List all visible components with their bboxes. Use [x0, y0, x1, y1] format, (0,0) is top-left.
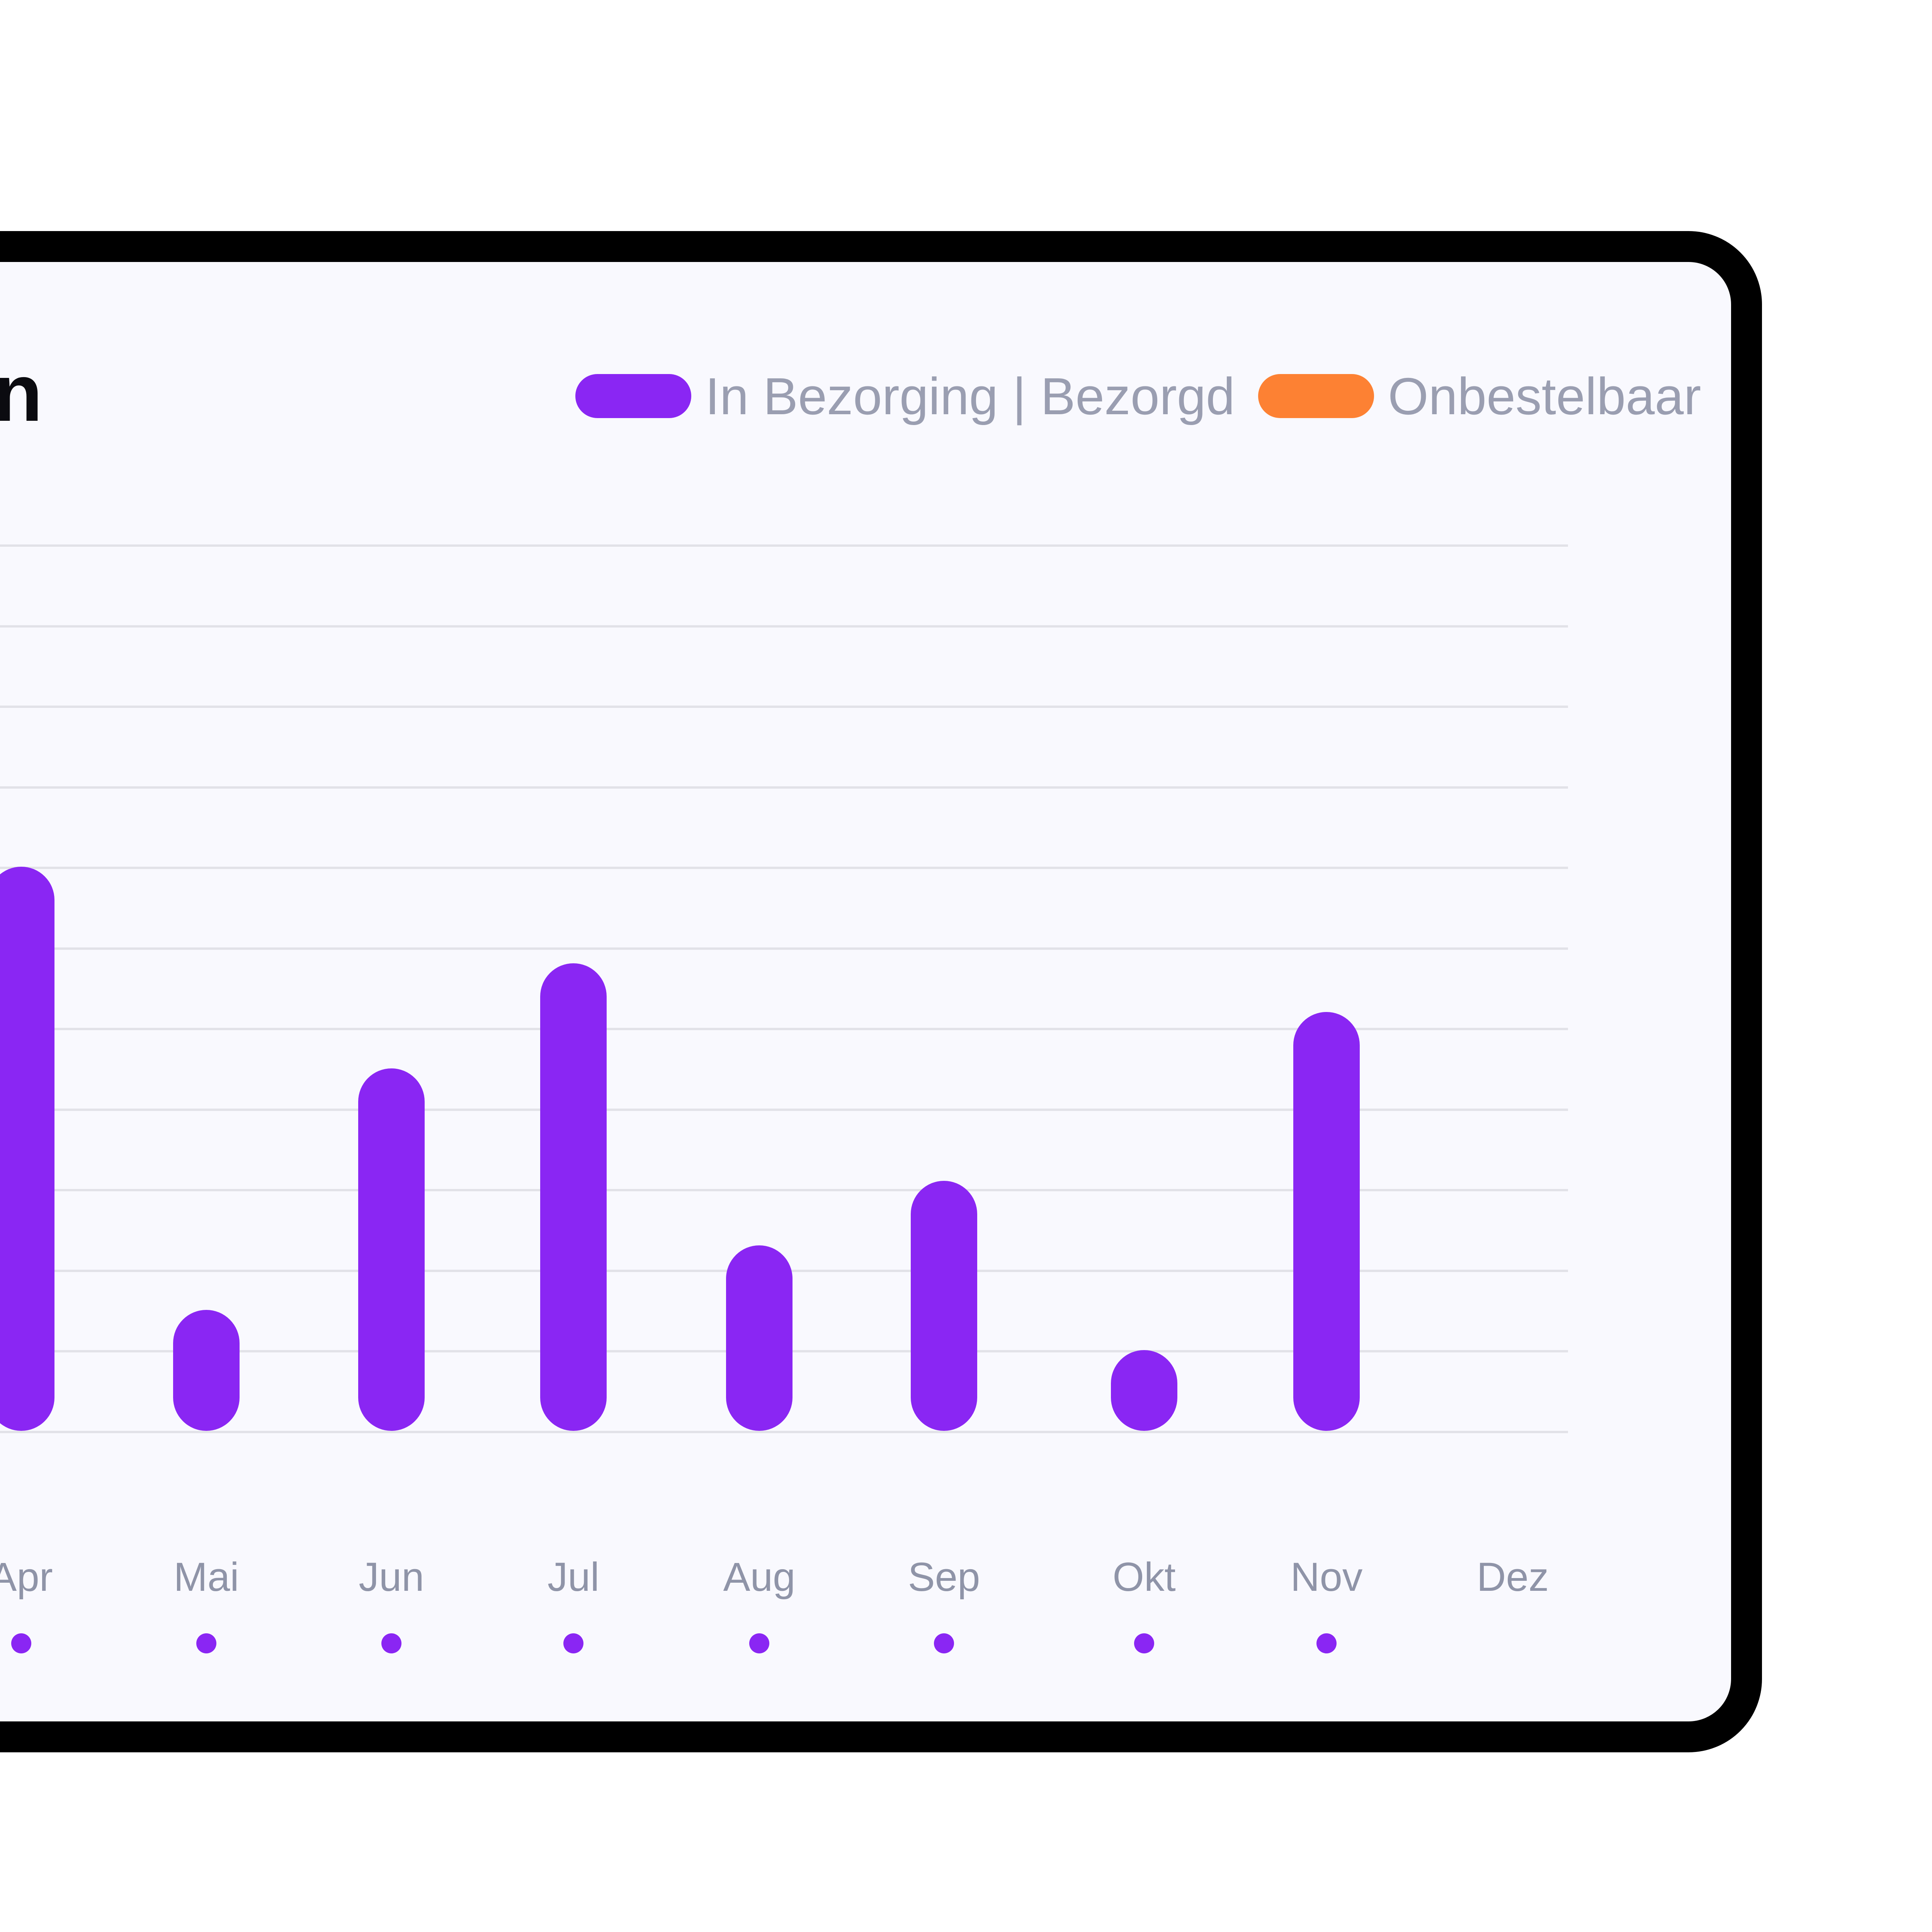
bar-jun[interactable] — [358, 1068, 425, 1431]
gridline — [0, 947, 1568, 950]
gridline — [0, 625, 1568, 628]
x-label-aug: Aug — [723, 1554, 796, 1600]
bar-jul[interactable] — [540, 963, 607, 1431]
bar-okt[interactable] — [1111, 1350, 1177, 1431]
x-label-nov: Nov — [1290, 1554, 1363, 1600]
gridline — [0, 1189, 1568, 1192]
gridline — [0, 544, 1568, 547]
marker-dot-nov — [1316, 1633, 1337, 1653]
x-label-dez: Dez — [1476, 1554, 1549, 1600]
legend: In Bezorging | Bezorgd Onbestelbaar — [575, 367, 1701, 425]
gridline — [0, 1431, 1568, 1433]
bar-mai[interactable] — [173, 1310, 240, 1431]
gridline — [0, 786, 1568, 789]
x-label-jun: Jun — [359, 1554, 424, 1600]
marker-dot-apr — [11, 1633, 31, 1653]
bar-chart: Apr Mai Jun Jul Aug Sep Okt Nov Dez — [0, 231, 1762, 1752]
marker-dot-sep — [934, 1633, 954, 1653]
marker-dot-jul — [563, 1633, 583, 1653]
x-label-jul: Jul — [547, 1554, 600, 1600]
legend-item-onbestelbaar[interactable]: Onbestelbaar — [1258, 366, 1701, 426]
bar-apr[interactable] — [0, 867, 54, 1431]
legend-label-in-bezorging-bezorgd: In Bezorging | Bezorgd — [705, 367, 1235, 425]
marker-dot-aug — [749, 1633, 769, 1653]
chart-card — [0, 231, 1762, 1752]
bar-nov[interactable] — [1293, 1012, 1360, 1431]
x-label-sep: Sep — [908, 1554, 980, 1600]
marker-dot-okt — [1134, 1633, 1154, 1653]
x-label-apr: Apr — [0, 1554, 53, 1600]
x-label-mai: Mai — [173, 1554, 239, 1600]
gridline — [0, 706, 1568, 708]
bar-aug[interactable] — [726, 1245, 793, 1431]
legend-item-in-bezorging-bezorgd[interactable]: In Bezorging | Bezorgd — [575, 366, 1235, 426]
card-title-fragment: n — [0, 347, 43, 438]
gridline — [0, 1028, 1568, 1031]
x-label-okt: Okt — [1112, 1554, 1176, 1600]
gridline — [0, 1108, 1568, 1111]
marker-dot-mai — [196, 1633, 216, 1653]
legend-swatch-purple — [575, 374, 691, 418]
bar-sep[interactable] — [911, 1181, 977, 1431]
gridline — [0, 867, 1568, 869]
legend-swatch-orange — [1258, 374, 1374, 418]
marker-dot-jun — [381, 1633, 401, 1653]
legend-label-onbestelbaar: Onbestelbaar — [1388, 367, 1701, 425]
